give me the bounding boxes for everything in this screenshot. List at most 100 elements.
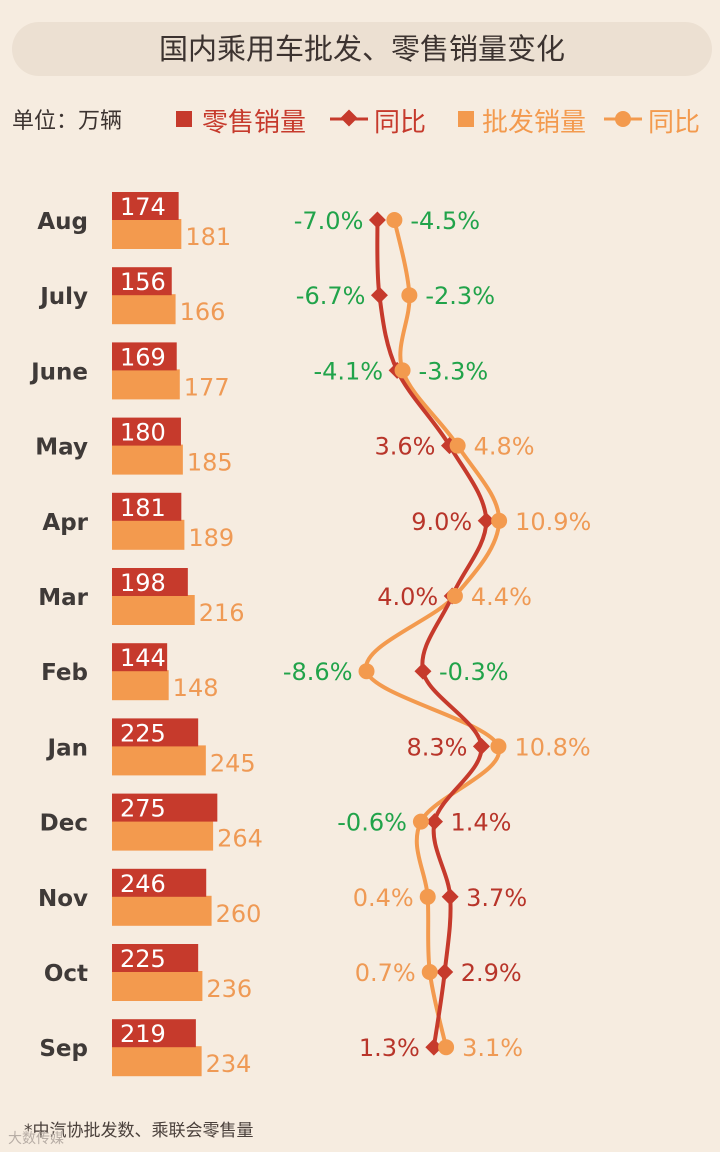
- retail-value-label: 174: [120, 193, 166, 221]
- wholesale-bar: [112, 1046, 202, 1077]
- wholesale-bar: [112, 444, 183, 475]
- retail-bar: [112, 342, 177, 371]
- legend-retail-swatch: [176, 111, 192, 127]
- wholesale-yoy-point: [490, 738, 507, 755]
- legend-wholesale-swatch: [458, 111, 474, 127]
- retail-bar: [112, 793, 218, 822]
- wholesale-yoy-point: [491, 512, 508, 529]
- wholesale-yoy-point: [449, 437, 466, 454]
- retail-value-label: 275: [120, 795, 166, 823]
- retail-value-label: 156: [120, 268, 166, 296]
- wholesale-value-label: 260: [216, 900, 262, 928]
- month-label: June: [29, 359, 88, 385]
- month-label: Mar: [38, 585, 88, 611]
- wholesale-value-label: 234: [206, 1050, 252, 1078]
- wholesale-bar: [112, 219, 182, 249]
- retail-yoy-point: [472, 737, 490, 755]
- retail-value-label: 246: [120, 870, 166, 898]
- month-label: Aug: [37, 209, 88, 235]
- wholesale-yoy-label: -0.6%: [337, 809, 407, 837]
- retail-bar: [112, 1019, 196, 1048]
- wholesale-yoy-label: -4.5%: [410, 207, 480, 235]
- wholesale-value-label: 177: [184, 373, 230, 401]
- retail-yoy-point: [477, 512, 495, 530]
- wholesale-yoy-label: 0.7%: [355, 959, 416, 987]
- wholesale-bar: [112, 820, 214, 851]
- chart-title: 国内乘用车批发、零售销量变化: [158, 32, 565, 66]
- watermark: 大数传媒: [8, 1131, 64, 1147]
- wholesale-yoy-point: [421, 964, 438, 980]
- wholesale-yoy-point: [394, 362, 411, 379]
- wholesale-bar: [112, 519, 185, 550]
- wholesale-bar: [112, 294, 176, 325]
- retail-yoy-point: [426, 813, 444, 831]
- wholesale-yoy-point: [386, 212, 403, 228]
- retail-yoy-point: [441, 888, 459, 906]
- wholesale-yoy-point: [438, 1039, 455, 1056]
- retail-yoy-label: 1.3%: [359, 1034, 420, 1062]
- wholesale-value-label: 181: [185, 223, 231, 251]
- retail-value-label: 144: [120, 644, 166, 672]
- retail-yoy-label: -7.0%: [294, 207, 364, 235]
- retail-bar: [112, 718, 199, 747]
- wholesale-bar: [112, 670, 169, 701]
- retail-value-label: 198: [120, 569, 166, 597]
- wholesale-yoy-label: 10.8%: [514, 733, 590, 761]
- wholesale-yoy-label: 4.4%: [471, 583, 532, 611]
- retail-yoy-label: 9.0%: [411, 508, 472, 536]
- retail-value-label: 180: [120, 419, 166, 447]
- retail-yoy-point: [368, 211, 386, 229]
- wholesale-yoy-point: [401, 287, 418, 304]
- legend-retail-sales-label: 零售销量: [202, 108, 307, 138]
- wholesale-yoy-label: -8.6%: [283, 658, 353, 686]
- month-label: Oct: [44, 961, 88, 987]
- retail-yoy-label: 1.4%: [451, 809, 512, 837]
- legend-wholesale-sales-label: 批发销量: [482, 108, 587, 138]
- retail-value-label: 181: [120, 494, 166, 522]
- legend-wholesale-yoy-marker: [604, 111, 642, 127]
- unit-label: 单位：万辆: [12, 109, 123, 134]
- wholesale-value-label: 236: [206, 975, 252, 1003]
- month-label: Nov: [38, 886, 88, 912]
- month-label: May: [35, 435, 88, 461]
- retail-yoy-label: -0.3%: [439, 658, 509, 686]
- wholesale-bar: [112, 745, 206, 776]
- wholesale-yoy-label: 3.1%: [462, 1034, 523, 1062]
- wholesale-yoy-label: -2.3%: [425, 282, 495, 310]
- wholesale-value-label: 166: [180, 298, 226, 326]
- wholesale-value-label: 216: [199, 599, 245, 627]
- title-bar: 国内乘用车批发、零售销量变化: [12, 22, 712, 76]
- retail-bar: [112, 568, 188, 596]
- retail-yoy-label: 3.6%: [374, 433, 435, 461]
- wholesale-bar: [112, 595, 195, 625]
- retail-yoy-label: 2.9%: [461, 959, 522, 987]
- retail-bar: [112, 192, 179, 220]
- month-label: Apr: [42, 510, 88, 536]
- retail-bar: [112, 643, 168, 672]
- retail-bar: [112, 492, 182, 521]
- retail-bar: [112, 868, 207, 897]
- wholesale-bar: [112, 369, 180, 400]
- wholesale-value-label: 148: [173, 674, 219, 702]
- retail-yoy-label: 4.0%: [377, 583, 438, 611]
- retail-yoy-label: -4.1%: [313, 357, 383, 385]
- month-label: Feb: [41, 660, 88, 686]
- wholesale-yoy-label: -3.3%: [419, 357, 489, 385]
- footnote: *中汽协批发数、乘联会零售量: [24, 1121, 254, 1141]
- month-label: Dec: [40, 811, 88, 837]
- wholesale-yoy-label: 0.4%: [353, 884, 414, 912]
- month-label: Jan: [46, 735, 88, 761]
- retail-bar: [112, 944, 199, 972]
- retail-yoy-label: 3.7%: [466, 884, 527, 912]
- wholesale-bar: [112, 971, 203, 1001]
- wholesale-value-label: 185: [187, 449, 233, 477]
- retail-yoy-point: [370, 286, 388, 304]
- retail-value-label: 219: [120, 1020, 166, 1048]
- retail-yoy-point: [436, 963, 454, 981]
- wholesale-value-label: 245: [210, 749, 256, 777]
- wholesale-yoy-point: [412, 813, 429, 830]
- retail-bar: [112, 267, 172, 296]
- retail-value-label: 225: [120, 719, 166, 747]
